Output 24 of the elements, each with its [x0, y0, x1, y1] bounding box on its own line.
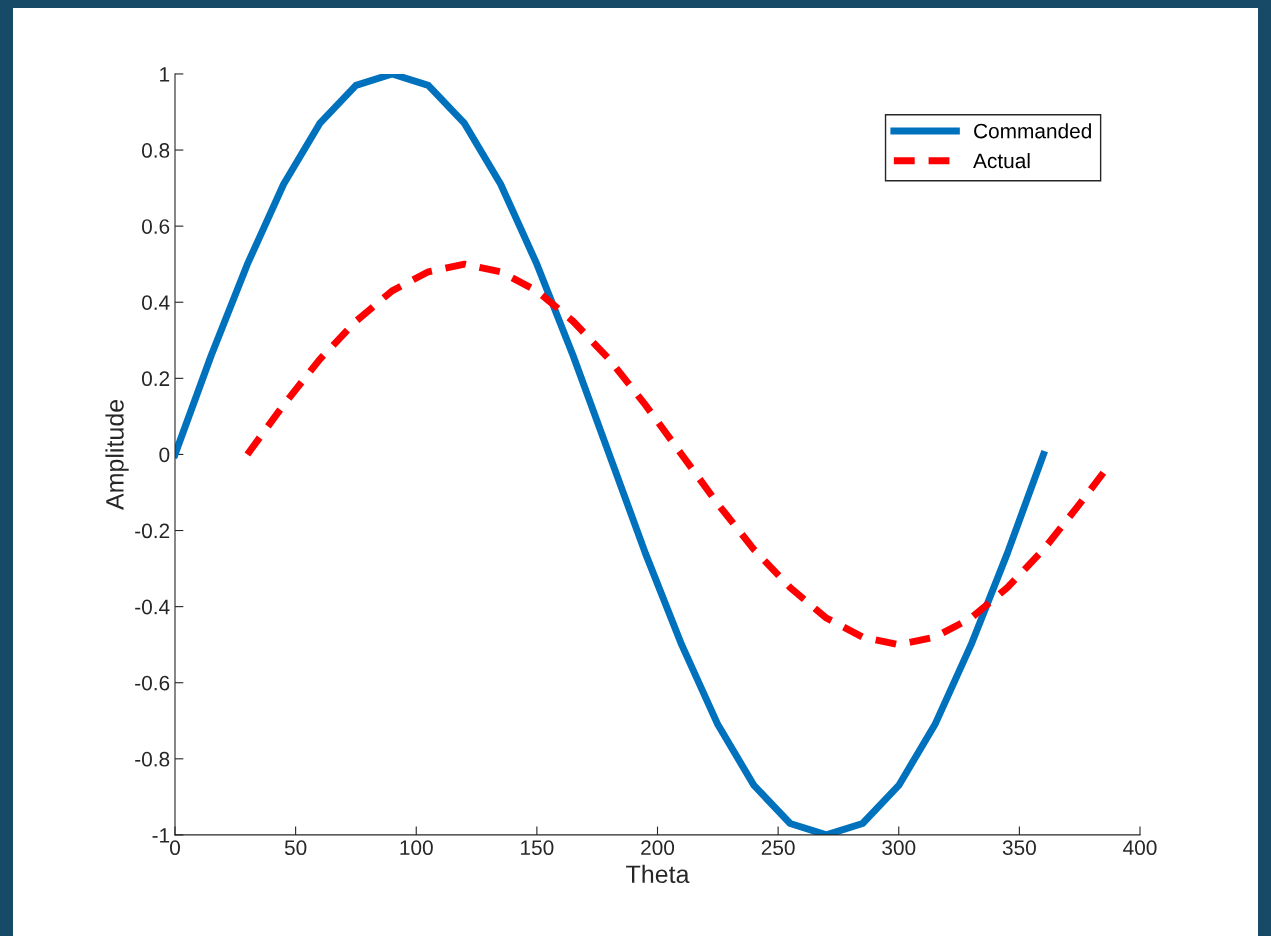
x-tick-label: 350	[1002, 840, 1036, 856]
x-tick-label: 250	[761, 840, 795, 856]
x-tick-label: 100	[400, 840, 433, 856]
x-tick-label: 0	[170, 840, 180, 856]
y-tick-label: -0.8	[135, 751, 170, 767]
legend-label: Actual	[973, 152, 1030, 169]
x-tick-label: 150	[521, 840, 554, 856]
y-tick-label: 0.4	[141, 295, 170, 310]
y-tick-label: 1	[160, 67, 170, 82]
y-tick-label: -0.6	[135, 675, 170, 691]
x-tick-label: 400	[1123, 840, 1157, 856]
y-tick-label: 0.8	[141, 143, 170, 158]
x-tick-label: 300	[882, 840, 916, 856]
y-tick-label: 0.2	[141, 371, 170, 387]
y-axis-title: Amplitude	[105, 399, 129, 510]
x-tick-label: 50	[284, 840, 307, 856]
x-tick-label: 200	[641, 840, 675, 856]
legend-label: Commanded	[974, 123, 1091, 139]
y-tick-label: 0.6	[141, 219, 170, 234]
y-tick-label: -1	[152, 828, 170, 843]
y-tick-label: 0	[159, 447, 170, 463]
y-tick-label: -0.2	[135, 523, 170, 539]
x-axis-title: Theta	[626, 864, 690, 884]
y-tick-label: -0.4	[135, 599, 170, 615]
